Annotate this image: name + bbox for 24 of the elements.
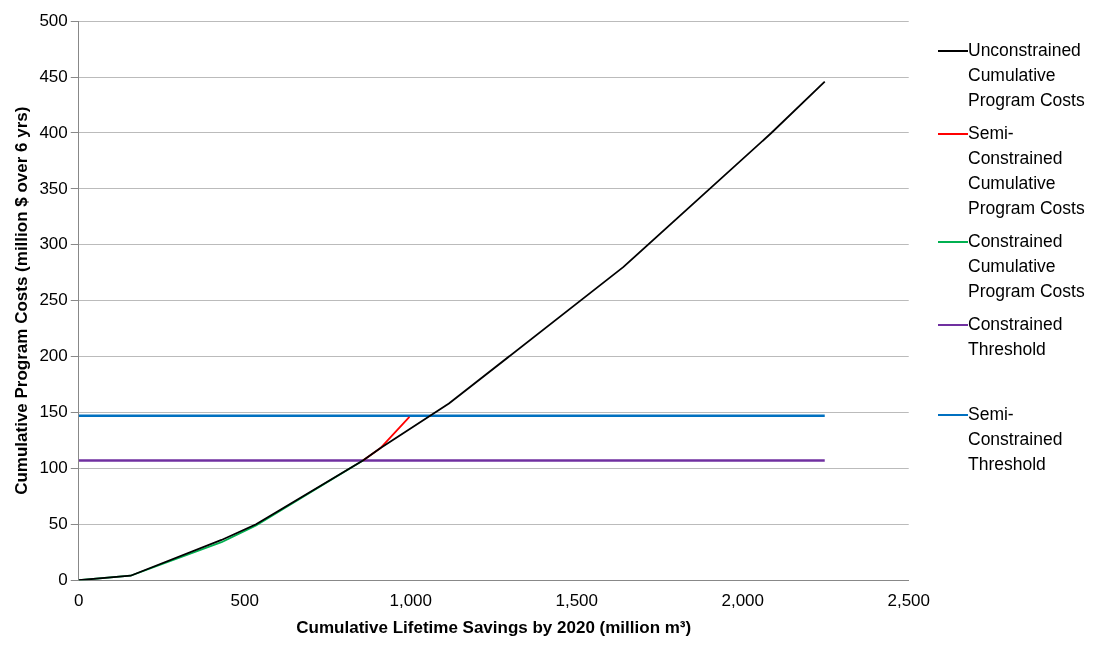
legend-label: Unconstrained Cumulative Program Costs [968, 39, 1086, 112]
x-tick-label: 1,500 [555, 591, 599, 611]
legend-label: Constrained Cumulative Program Costs [968, 230, 1086, 303]
legend-label: Semi-Constrained Threshold [968, 403, 1064, 476]
y-tick-label: 500 [39, 10, 68, 30]
y-tick-label: 400 [39, 122, 68, 142]
x-tick-label: 0 [74, 591, 84, 611]
y-tick-label: 300 [39, 234, 68, 254]
y-tick-label: 100 [39, 458, 68, 478]
y-tick-label: 250 [39, 290, 68, 310]
y-tick-label: 200 [39, 346, 68, 366]
y-axis-title: Cumulative Program Costs (million $ over 6 yrs) [11, 106, 31, 495]
y-tick-label: 450 [39, 66, 68, 86]
legend-label: Constrained Threshold [968, 313, 1064, 361]
legend-label: Semi-Constrained Cumulative Program Costs [968, 122, 1086, 220]
y-tick-label: 150 [39, 402, 68, 422]
x-axis-title: Cumulative Lifetime Savings by 2020 (million m³) [296, 618, 692, 638]
y-tick-label: 0 [58, 569, 68, 589]
x-tick-label: 2,500 [887, 591, 930, 611]
y-tick-label: 350 [39, 178, 68, 198]
x-tick-label: 1,000 [389, 591, 433, 611]
y-tick-label: 50 [48, 513, 68, 533]
x-tick-label: 2,000 [721, 591, 765, 611]
x-tick-label: 500 [230, 591, 259, 611]
